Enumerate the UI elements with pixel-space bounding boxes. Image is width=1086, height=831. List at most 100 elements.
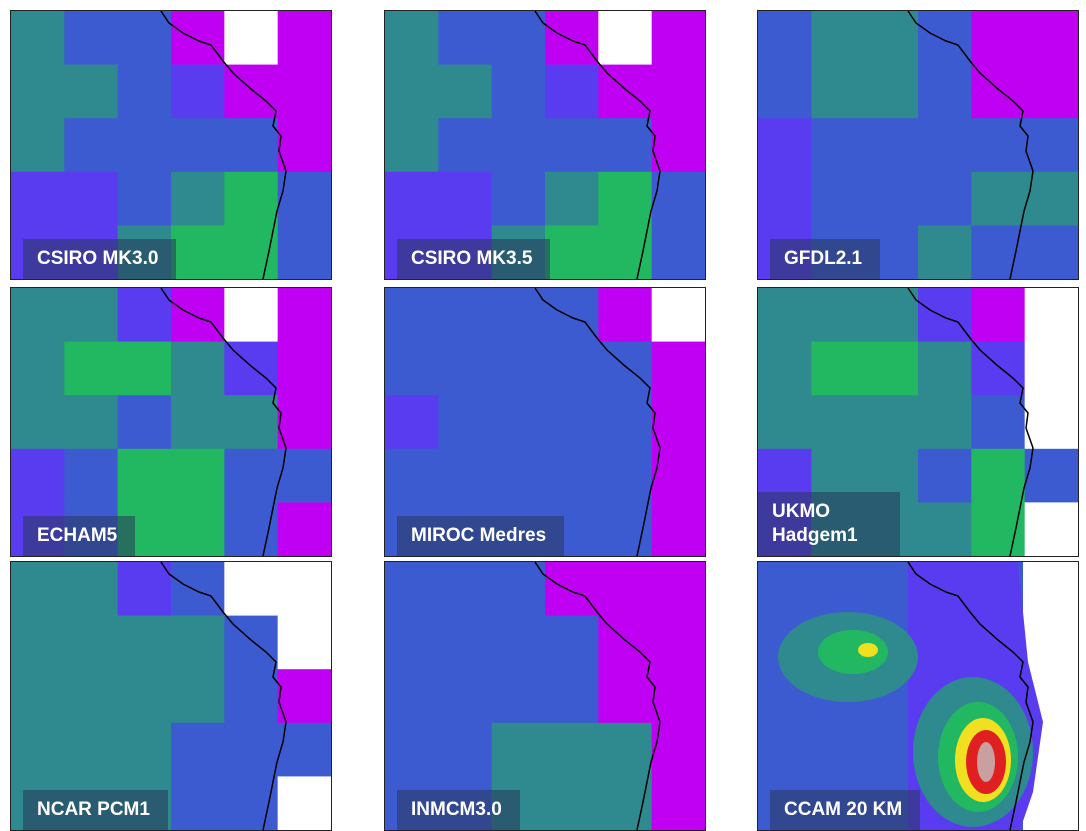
coastline: [534, 11, 661, 279]
grid-cell: [758, 11, 812, 66]
grid-cell: [598, 669, 653, 724]
grid-cell: [1024, 64, 1078, 119]
grid-cell: [277, 448, 331, 503]
grid-cell: [491, 669, 546, 724]
grid-cell: [1024, 448, 1078, 503]
grid-cell: [1024, 118, 1078, 173]
grid-cell: [385, 669, 439, 724]
model-label: UKMO Hadgem1: [758, 492, 900, 556]
grid-cell: [864, 288, 919, 343]
grid-cell: [171, 448, 225, 503]
grid-cell: [117, 11, 172, 66]
grid-cell: [918, 341, 972, 396]
grid-cell: [864, 118, 919, 173]
grid-cell: [1024, 171, 1078, 226]
grid-cell: [491, 11, 546, 66]
grid-cell: [438, 64, 493, 119]
grid-cell: [385, 722, 439, 777]
grid-cell: [117, 722, 172, 777]
model-label: NCAR PCM1: [23, 790, 168, 830]
grid-cell: [224, 502, 279, 556]
coastline: [160, 11, 287, 279]
grid-cell: [438, 615, 493, 670]
grid-cell: [171, 118, 225, 173]
grid-cell: [64, 288, 119, 343]
grid-cell: [598, 118, 653, 173]
coastline: [907, 288, 1034, 556]
field-blob: [858, 643, 878, 657]
grid-cell: [651, 341, 705, 396]
grid-cell: [224, 118, 279, 173]
grid-cell: [811, 171, 866, 226]
grid-cell: [438, 118, 493, 173]
grid-cell: [117, 669, 172, 724]
map: [385, 11, 705, 279]
grid-cell: [758, 64, 812, 119]
grid-cell: [224, 11, 279, 66]
grid-cell: [758, 118, 812, 173]
grid-cell: [971, 11, 1026, 66]
grid-cell: [1024, 502, 1078, 556]
grid-cell: [918, 288, 972, 343]
grid-cell: [811, 722, 866, 777]
grid-cell: [438, 288, 493, 343]
map-panel: CCAM 20 KM: [757, 561, 1079, 831]
map-panel: GFDL2.1: [757, 10, 1079, 280]
grid-cell: [224, 288, 279, 343]
grid-cell: [171, 776, 225, 830]
grid-cell: [64, 562, 119, 617]
grid-cell: [545, 288, 599, 343]
grid-cell: [651, 11, 705, 66]
grid-cell: [171, 11, 225, 66]
grid-cell: [171, 395, 225, 450]
grid-cell: [64, 64, 119, 119]
grid-cell: [224, 562, 279, 617]
grid-cell: [811, 288, 866, 343]
grid-cell: [11, 395, 65, 450]
grid-cell: [811, 395, 866, 450]
grid-cell: [864, 11, 919, 66]
grid-cell: [545, 562, 599, 617]
map-panel: ECHAM5: [10, 287, 332, 557]
map-panel: CSIRO MK3.0: [10, 10, 332, 280]
grid-cell: [438, 562, 493, 617]
grid-cell: [11, 722, 65, 777]
grid-cell: [117, 562, 172, 617]
grid-cell: [758, 722, 812, 777]
grid-cell: [64, 395, 119, 450]
grid-cell: [171, 288, 225, 343]
grid-cell: [971, 502, 1026, 556]
grid-cell: [971, 448, 1026, 503]
grid-cell: [385, 562, 439, 617]
grid-cell: [438, 448, 493, 503]
model-label: CSIRO MK3.0: [23, 239, 177, 279]
grid-cell: [491, 395, 546, 450]
grid-cell: [918, 395, 972, 450]
grid-cell: [491, 118, 546, 173]
grid-cell: [117, 171, 172, 226]
grid-cell: [811, 64, 866, 119]
grid-cell: [971, 171, 1026, 226]
grid-cell: [117, 448, 172, 503]
grid-cell: [64, 11, 119, 66]
grid-cell: [438, 11, 493, 66]
grid-cell: [598, 395, 653, 450]
grid-cell: [598, 722, 653, 777]
grid-cell: [811, 11, 866, 66]
map-panel: UKMO Hadgem1: [757, 287, 1079, 557]
grid-cell: [598, 288, 653, 343]
grid-cell: [545, 118, 599, 173]
grid-cell: [171, 502, 225, 556]
grid-cell: [864, 171, 919, 226]
grid-cell: [545, 171, 599, 226]
grid-cell: [651, 502, 705, 556]
grid-cell: [545, 225, 599, 279]
field-blob: [818, 630, 888, 674]
grid-cell: [277, 171, 331, 226]
coastline: [907, 11, 1034, 279]
grid-cell: [918, 225, 972, 279]
grid-cell: [11, 341, 65, 396]
map: [11, 288, 331, 556]
grid-cell: [277, 562, 331, 617]
